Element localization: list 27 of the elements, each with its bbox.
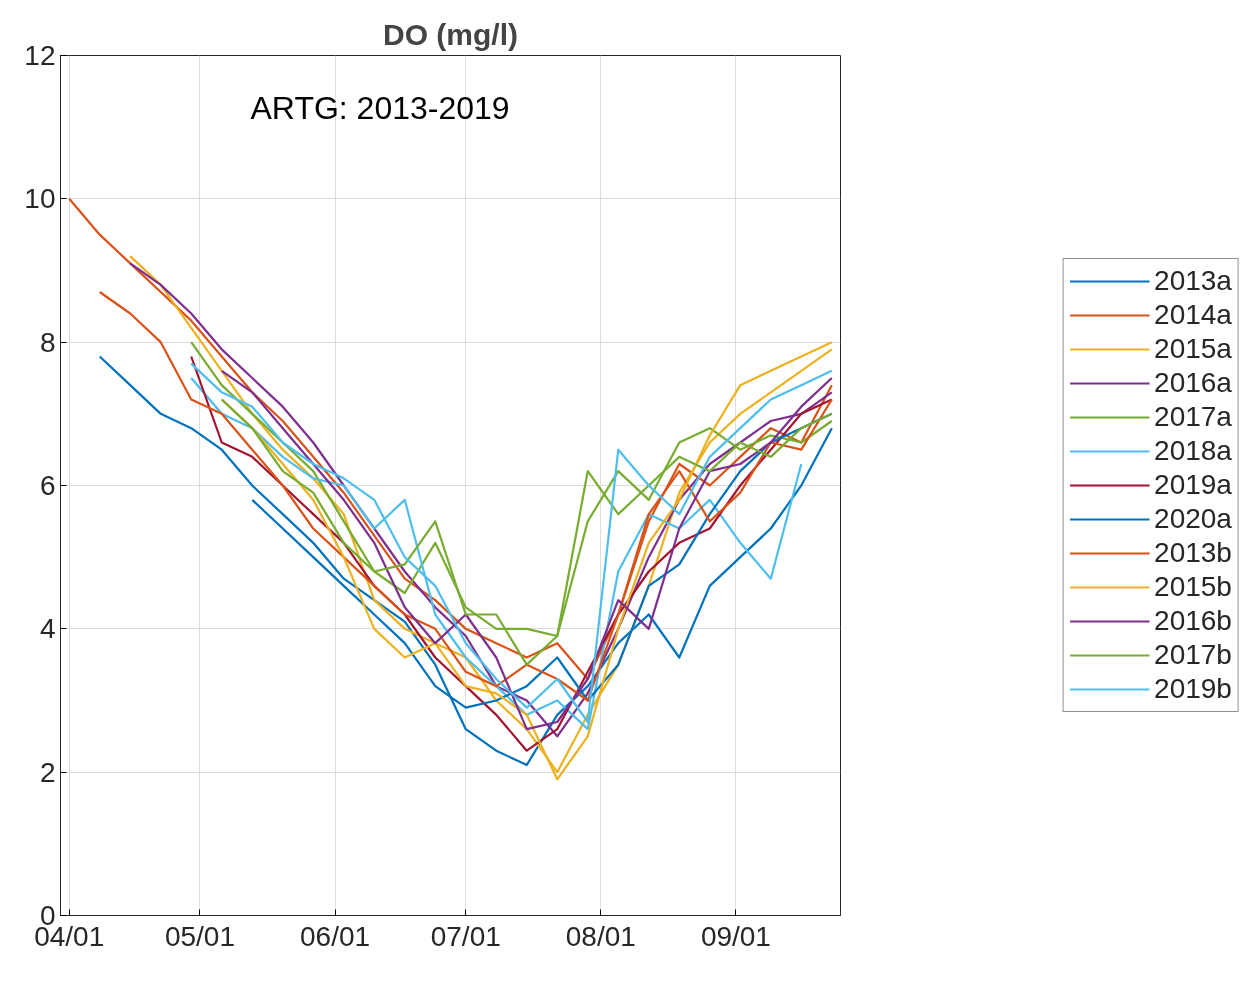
legend-label: 2016b (1154, 605, 1232, 637)
x-tick-label: 05/01 (164, 920, 235, 952)
legend-label: 2017b (1154, 639, 1232, 671)
y-tick-label: 4 (39, 613, 56, 645)
y-tick-label: 6 (39, 470, 56, 501)
legend-label: 2016a (1154, 367, 1232, 399)
legend-label: 2020a (1154, 503, 1232, 535)
y-tick-label: 2 (39, 756, 56, 788)
legend-label: 2013b (1154, 537, 1232, 569)
y-tick-label: 8 (39, 326, 56, 358)
legend-label: 2018a (1154, 435, 1232, 467)
chart-title: DO (mg/l) (383, 17, 519, 51)
legend-label: 2015b (1154, 571, 1232, 603)
legend-label: 2013a (1154, 265, 1232, 297)
legend-label: 2019b (1154, 673, 1232, 705)
line-series (98, 355, 833, 767)
y-tick-label: 12 (24, 40, 56, 71)
y-tick-label: 10 (24, 183, 56, 215)
x-tick-label: 07/01 (430, 920, 501, 952)
x-tick-label: 08/01 (565, 920, 636, 952)
annotation: ARTG: 2013-2019 (250, 89, 510, 126)
x-tick-label: 06/01 (299, 920, 371, 952)
legend-label: 2014a (1154, 299, 1232, 331)
legend-label: 2019a (1154, 469, 1232, 501)
legend-label: 2017a (1154, 401, 1232, 433)
legend-label: 2015a (1154, 333, 1232, 365)
x-tick-label: 09/01 (700, 920, 771, 952)
